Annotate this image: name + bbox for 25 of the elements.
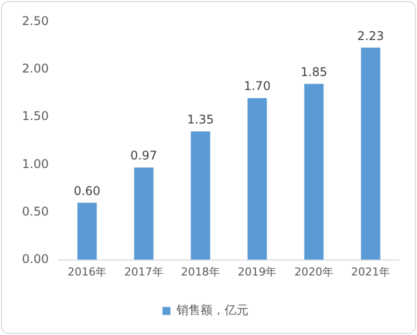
data-label: 1.35 bbox=[187, 112, 214, 127]
x-tick-label: 2019年 bbox=[238, 265, 277, 278]
data-label: 1.70 bbox=[244, 79, 271, 94]
legend-label: 销售额，亿元 bbox=[176, 303, 248, 318]
y-tick-label: 1.00 bbox=[22, 156, 49, 171]
y-tick-label: 0.00 bbox=[22, 252, 49, 266]
bar bbox=[248, 98, 267, 260]
bar bbox=[304, 84, 324, 260]
x-tick-label: 2016年 bbox=[68, 265, 107, 278]
x-tick-label: 2018年 bbox=[181, 265, 220, 278]
data-label: 0.97 bbox=[130, 148, 158, 163]
y-tick-label: 2.50 bbox=[22, 14, 49, 28]
x-tick-label: 2017年 bbox=[124, 265, 164, 278]
data-label: 0.60 bbox=[74, 184, 100, 198]
y-tick-label: 1.50 bbox=[22, 109, 49, 124]
x-tick-label: 2020年 bbox=[294, 265, 334, 278]
bar bbox=[134, 168, 154, 260]
y-tick-label: 2.00 bbox=[22, 62, 49, 76]
data-label: 1.85 bbox=[300, 64, 328, 79]
bar bbox=[360, 48, 380, 260]
bar bbox=[190, 131, 210, 260]
y-tick-label: 0.50 bbox=[22, 204, 49, 218]
bar bbox=[77, 202, 97, 260]
data-label: 2.23 bbox=[357, 28, 384, 43]
x-tick-label: 2021年 bbox=[351, 265, 390, 278]
